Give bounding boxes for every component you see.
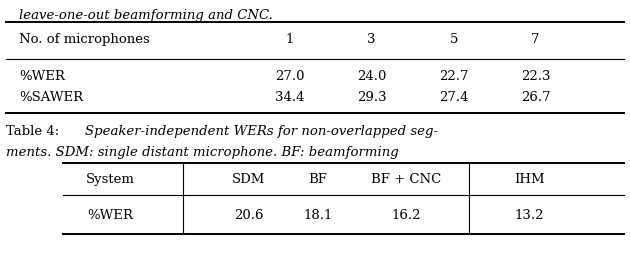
Text: %WER: %WER	[19, 70, 65, 83]
Text: %SAWER: %SAWER	[19, 91, 83, 104]
Text: 27.0: 27.0	[275, 70, 304, 83]
Text: 34.4: 34.4	[275, 91, 304, 104]
Text: System: System	[86, 173, 135, 186]
Text: 27.4: 27.4	[439, 91, 468, 104]
Text: 24.0: 24.0	[357, 70, 386, 83]
Text: 5: 5	[449, 33, 458, 46]
Text: BF + CNC: BF + CNC	[371, 173, 442, 186]
Text: BF: BF	[309, 173, 328, 186]
Text: 3: 3	[367, 33, 376, 46]
Text: leave-one-out beamforming and CNC.: leave-one-out beamforming and CNC.	[19, 9, 273, 22]
Text: %WER: %WER	[88, 209, 133, 221]
Text: IHM: IHM	[514, 173, 544, 186]
Text: 26.7: 26.7	[520, 91, 551, 104]
Text: 20.6: 20.6	[234, 209, 263, 221]
Text: Table 4:: Table 4:	[6, 125, 68, 138]
Text: 1: 1	[285, 33, 294, 46]
Text: ments. SDM: single distant microphone. BF: beamforming: ments. SDM: single distant microphone. B…	[6, 146, 399, 159]
Text: 13.2: 13.2	[515, 209, 544, 221]
Text: 29.3: 29.3	[357, 91, 387, 104]
Text: 18.1: 18.1	[304, 209, 333, 221]
Text: SDM: SDM	[232, 173, 265, 186]
Text: 22.7: 22.7	[439, 70, 468, 83]
Text: Speaker-independent WERs for non-overlapped seg-: Speaker-independent WERs for non-overlap…	[85, 125, 438, 138]
Text: 16.2: 16.2	[392, 209, 421, 221]
Text: No. of microphones: No. of microphones	[19, 33, 150, 46]
Text: 22.3: 22.3	[521, 70, 550, 83]
Text: 7: 7	[531, 33, 540, 46]
